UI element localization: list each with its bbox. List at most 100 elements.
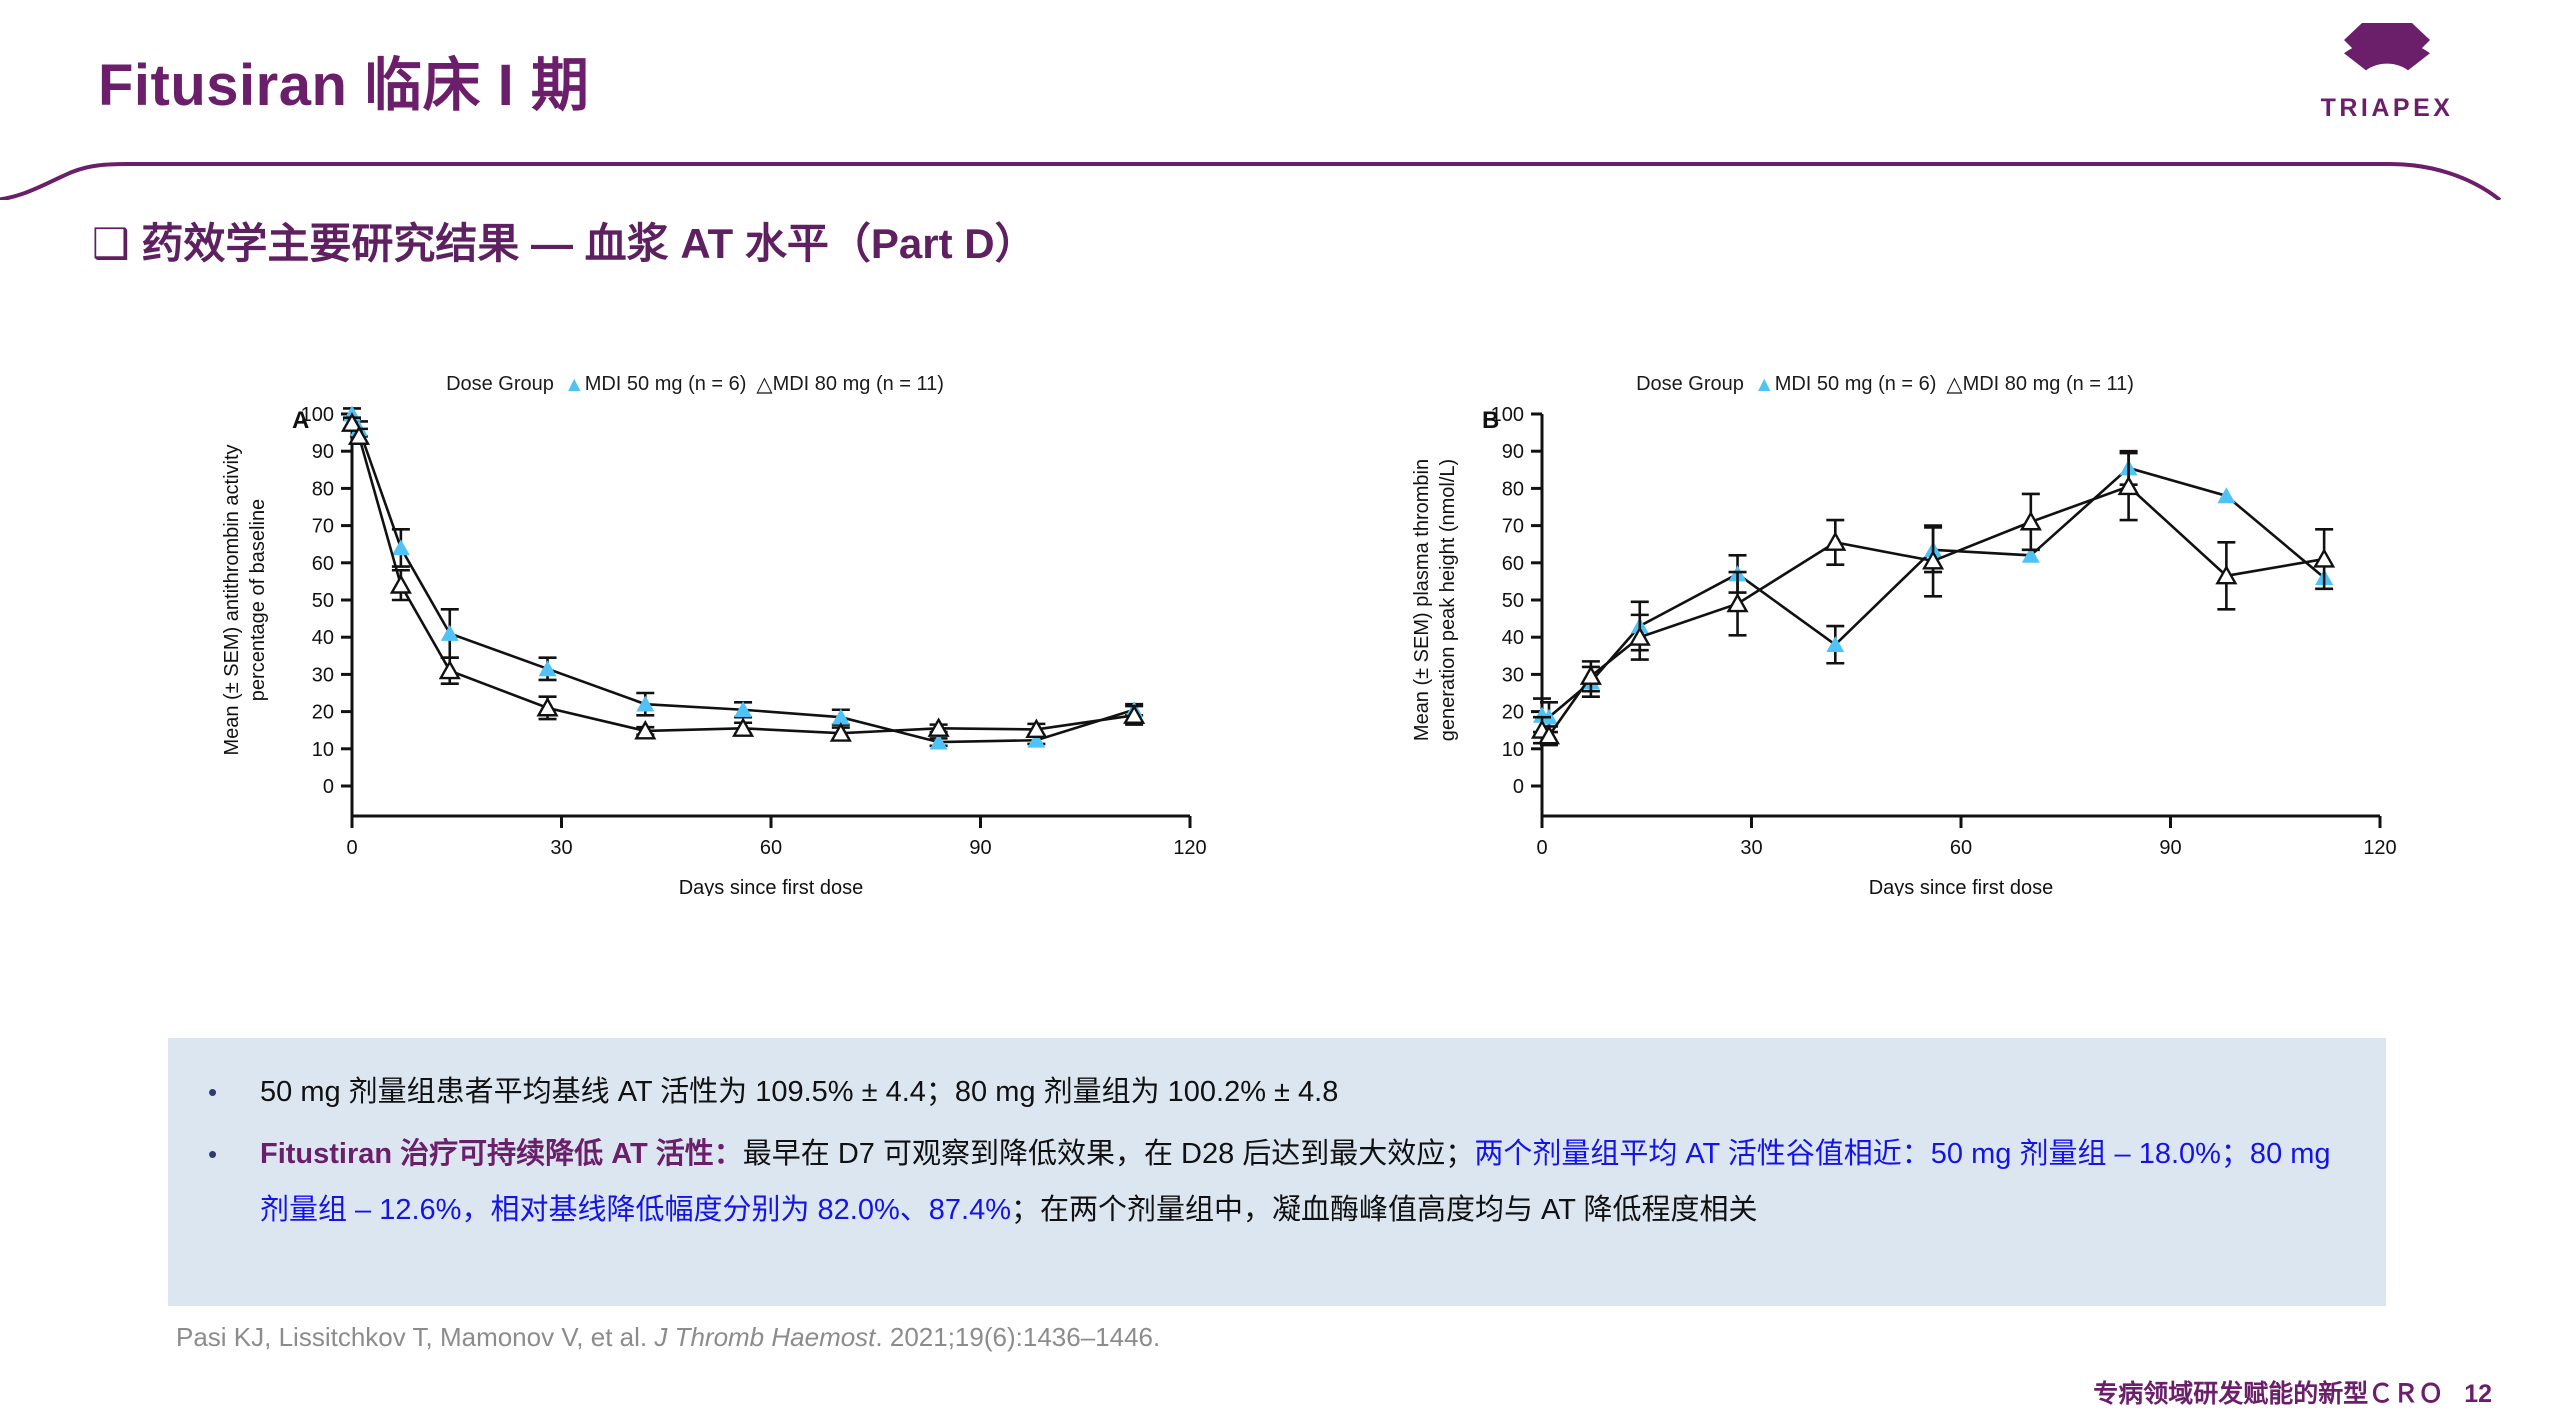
- data-point-filled-triangle: [440, 624, 459, 641]
- y-axis-tick-label: 90: [1502, 441, 1524, 463]
- y-axis-tick-label: 70: [1502, 516, 1524, 538]
- legend-series-a-label: MDI 50 mg (n = 6): [1774, 373, 1937, 395]
- legend-filled-triangle-icon: ▲: [563, 373, 585, 396]
- data-point-open-triangle: [1628, 626, 1651, 646]
- x-axis-tick-label: 60: [760, 837, 782, 859]
- y-axis-tick-label: 100: [301, 404, 334, 426]
- x-axis-tick-label: 120: [2363, 837, 2396, 859]
- y-axis-tick-label: 100: [1491, 404, 1524, 426]
- x-axis-tick-label: 30: [1740, 837, 1762, 859]
- data-point-open-triangle: [2117, 475, 2140, 496]
- data-point-filled-triangle: [831, 708, 850, 725]
- data-point-open-triangle: [1726, 592, 1749, 613]
- series-line: [1541, 485, 2325, 738]
- data-point-open-triangle: [340, 412, 364, 432]
- section-heading: ❑ 药效学主要研究结果 — 血浆 AT 水平（Part D）: [92, 210, 1037, 271]
- y-axis-tick-label: 70: [312, 516, 334, 538]
- y-axis-tick-label: 20: [1502, 702, 1524, 724]
- x-axis-tick-label: 30: [550, 837, 572, 859]
- y-axis-tick-label: 80: [312, 478, 334, 500]
- callout-bullet-2-highlight: 两个剂量组平均 AT 活性谷值相近：50 mg 剂量组 – 18.0%；80 m…: [260, 1138, 2331, 1226]
- chart-panel-b: Dose Group ▲MDI 50 mg (n = 6) △MDI 80 mg (…: [1370, 372, 2400, 902]
- x-axis-tick-label: 120: [1173, 837, 1206, 859]
- legend-series-b-label: MDI 80 mg (n = 11): [1962, 373, 2134, 395]
- y-axis-tick-label: 60: [1502, 553, 1524, 575]
- callout-bullet-2-text: Fitustiran 治疗可持续降低 AT 活性：最早在 D7 可观察到降低效果…: [260, 1126, 2346, 1238]
- footer-tagline: 专病领域研发赋能的新型ＣＲＯ 12: [2093, 1374, 2492, 1410]
- legend-series-b-label: MDI 80 mg (n = 11): [772, 373, 944, 395]
- data-point-filled-triangle: [636, 695, 655, 712]
- citation-authors: Pasi KJ, Lissitchkov T, Mamonov V, et al…: [176, 1322, 648, 1352]
- data-point-filled-triangle: [2217, 487, 2236, 504]
- panel-letter: B: [1482, 407, 1499, 434]
- bullet-glyph: •: [208, 1139, 218, 1169]
- data-point-open-triangle: [389, 574, 412, 594]
- callout-bullet-2: • Fitustiran 治疗可持续降低 AT 活性：最早在 D7 可观察到降低…: [208, 1126, 2346, 1238]
- x-axis-tick-label: 90: [2159, 837, 2181, 859]
- data-point-filled-triangle: [2021, 546, 2040, 563]
- x-axis-tick-label: 90: [969, 837, 991, 859]
- y-axis-tick-label: 90: [312, 441, 334, 463]
- data-point-open-triangle: [438, 659, 461, 680]
- page-title: Fitusiran 临床 I 期: [98, 53, 590, 118]
- data-point-open-triangle: [1824, 531, 1847, 551]
- legend-open-triangle-icon: △: [756, 373, 773, 396]
- panel-letter: A: [292, 407, 309, 434]
- data-point-open-triangle: [2215, 564, 2238, 585]
- y-axis-title-line: percentage of baseline: [247, 499, 269, 701]
- triapex-logo-mark: [2344, 23, 2430, 71]
- data-point-open-triangle: [634, 719, 657, 740]
- triapex-logo: TRIAPEX: [2282, 18, 2492, 124]
- y-axis-tick-label: 30: [312, 664, 334, 686]
- chart-panel-a: Dose Group ▲MDI 50 mg (n = 6) △MDI 80 mg (…: [180, 372, 1210, 902]
- data-point-open-triangle: [1025, 718, 1048, 739]
- x-axis-tick-label: 0: [346, 837, 357, 859]
- y-axis-tick-label: 0: [323, 776, 334, 798]
- chart-series: [340, 412, 1146, 742]
- chart-series: [343, 405, 1144, 750]
- x-axis-title: Days since first dose: [679, 877, 864, 896]
- y-axis-title-line: generation peak height (nmol/L): [1437, 459, 1459, 741]
- data-point-open-triangle: [732, 717, 755, 737]
- data-point-open-triangle: [2019, 510, 2042, 531]
- y-axis-tick-label: 0: [1513, 776, 1524, 798]
- triapex-wordmark: TRIAPEX: [2320, 94, 2454, 122]
- data-point-open-triangle: [1922, 549, 1945, 570]
- data-point-open-triangle: [829, 722, 852, 742]
- y-axis-tick-label: 80: [1502, 478, 1524, 500]
- y-axis-tick-label: 20: [312, 702, 334, 724]
- series-line: [350, 422, 1135, 735]
- chart-a-legend: Dose Group ▲MDI 50 mg (n = 6) △MDI 80 mg (…: [180, 372, 1210, 397]
- summary-callout-box: • 50 mg 剂量组患者平均基线 AT 活性为 109.5% ± 4.4；80…: [168, 1038, 2386, 1306]
- data-point-filled-triangle: [391, 539, 410, 556]
- data-point-open-triangle: [347, 425, 371, 445]
- citation-line: Pasi KJ, Lissitchkov T, Mamonov V, et al…: [176, 1322, 1160, 1353]
- data-point-open-triangle: [927, 717, 950, 737]
- x-axis-title: Days since first dose: [1869, 877, 2054, 896]
- data-point-filled-triangle: [538, 660, 557, 677]
- callout-bullet-2-mid: 最早在 D7 可观察到降低效果，在 D28 后达到最大效应；: [742, 1138, 1475, 1170]
- y-axis-tick-label: 60: [312, 553, 334, 575]
- data-point-filled-triangle: [1826, 636, 1845, 653]
- x-axis-tick-label: 60: [1950, 837, 1972, 859]
- chart-series: [1530, 451, 2336, 747]
- legend-open-triangle-icon: △: [1946, 373, 1963, 396]
- data-point-open-triangle: [2313, 548, 2336, 568]
- chart-a-plot: A 0 10 20 30 40 50 60 70 80 90 100 0 30 60 90 120 Days si…: [221, 404, 1207, 896]
- legend-filled-triangle-icon: ▲: [1753, 373, 1775, 396]
- y-axis-tick-label: 40: [1502, 627, 1524, 649]
- y-axis-tick-label: 50: [1502, 590, 1524, 612]
- footer-tagline-text: 专病领域研发赋能的新型ＣＲＯ: [2093, 1380, 2444, 1408]
- data-point-open-triangle: [1537, 724, 1561, 745]
- citation-journal: J Thromb Haemost: [654, 1322, 876, 1352]
- legend-prefix: Dose Group: [446, 373, 554, 395]
- data-point-filled-triangle: [734, 701, 753, 718]
- callout-bullet-2-tail: ；在两个剂量组中，凝血酶峰值高度均与 AT 降低程度相关: [1011, 1194, 1758, 1226]
- data-point-filled-triangle: [1027, 731, 1046, 748]
- callout-bullet-1: • 50 mg 剂量组患者平均基线 AT 活性为 109.5% ± 4.4；80…: [208, 1064, 2346, 1120]
- chart-b-legend: Dose Group ▲MDI 50 mg (n = 6) △MDI 80 mg (…: [1370, 372, 2400, 397]
- y-axis-title-line: Mean (± SEM) plasma thrombin: [1411, 459, 1433, 741]
- y-axis-tick-label: 50: [312, 590, 334, 612]
- y-axis-tick-label: 30: [1502, 664, 1524, 686]
- callout-bullet-1-text: 50 mg 剂量组患者平均基线 AT 活性为 109.5% ± 4.4；80 m…: [260, 1076, 1339, 1108]
